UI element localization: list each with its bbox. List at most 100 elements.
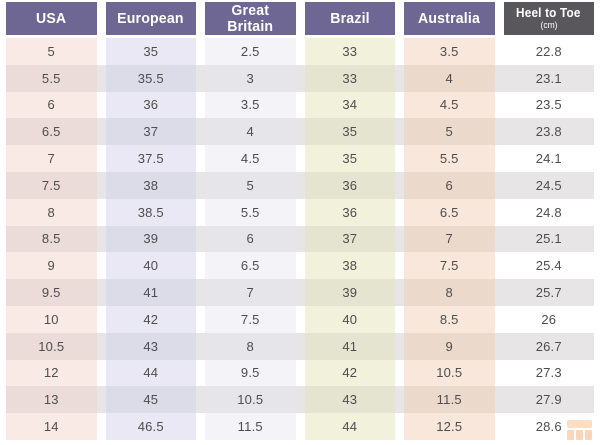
table-row: 5 35 2.5 33 3.5 22.8 <box>6 38 594 65</box>
table-cell: 25.1 <box>503 225 594 253</box>
column-header-great-britain: Great Britain <box>205 2 296 35</box>
table-cell: 10.5 <box>205 386 296 414</box>
table-row: 8.5 39 6 37 7 25.1 <box>6 225 594 253</box>
table-cell: 3.5 <box>205 91 296 119</box>
table-header-row: USA European Great Britain Brazil Austra… <box>6 2 594 35</box>
table-cell: 36 <box>304 171 395 199</box>
column-header-label: European <box>117 9 185 27</box>
table-cell: 7 <box>205 279 296 306</box>
table-cell: 8.5 <box>6 225 97 253</box>
table-cell: 9 <box>404 332 495 360</box>
table-cell: 7.5 <box>404 252 495 280</box>
table-cell: 33 <box>304 38 395 65</box>
table-row: 6 36 3.5 34 4.5 23.5 <box>6 91 594 119</box>
table-cell: 6 <box>6 91 97 119</box>
table-cell: 4 <box>404 64 495 92</box>
table-row: 6.5 37 4 35 5 23.8 <box>6 118 594 146</box>
column-header-label: Heel to Toe <box>516 5 582 20</box>
table-cell: 45 <box>105 386 196 414</box>
table-cell: 6.5 <box>6 118 97 146</box>
table-cell: 10.5 <box>404 359 495 387</box>
table-cell: 23.5 <box>503 91 594 119</box>
table-cell: 3 <box>205 64 296 92</box>
table-cell: 13 <box>6 386 97 414</box>
table-row: 10 42 7.5 40 8.5 26 <box>6 305 594 333</box>
table-cell: 12 <box>6 359 97 387</box>
table-cell: 38 <box>105 171 196 199</box>
table-cell: 35 <box>105 38 196 65</box>
table-cell: 39 <box>105 225 196 253</box>
column-header-australia: Australia <box>404 2 495 35</box>
column-header-brazil: Brazil <box>304 2 395 35</box>
table-cell: 14 <box>6 413 97 440</box>
column-header-usa: USA <box>6 2 97 35</box>
table-cell: 26 <box>503 305 594 333</box>
table-row: 12 44 9.5 42 10.5 27.3 <box>6 359 594 387</box>
table-cell: 39 <box>304 279 395 306</box>
table-row: 13 45 10.5 43 11.5 27.9 <box>6 386 594 414</box>
table-cell: 9.5 <box>6 279 97 306</box>
table-cell: 36 <box>105 91 196 119</box>
table-cell: 23.1 <box>503 64 594 92</box>
table-cell: 37 <box>105 118 196 146</box>
table-cell: 42 <box>304 359 395 387</box>
table-cell: 5.5 <box>205 198 296 226</box>
table-row: 10.5 43 8 41 9 26.7 <box>6 332 594 360</box>
table-cell: 34 <box>304 91 395 119</box>
table-cell: 37 <box>304 225 395 253</box>
table-cell: 7 <box>404 225 495 253</box>
table-cell: 40 <box>105 252 196 280</box>
table-cell: 11.5 <box>205 413 296 440</box>
table-cell: 8 <box>6 198 97 226</box>
table-cell: 7.5 <box>6 171 97 199</box>
table-cell: 4 <box>205 118 296 146</box>
table-cell: 37.5 <box>105 145 196 172</box>
table-cell: 38.5 <box>105 198 196 226</box>
table-cell: 6.5 <box>404 198 495 226</box>
table-cell: 5.5 <box>6 64 97 92</box>
table-cell: 6 <box>404 171 495 199</box>
table-row: 9.5 41 7 39 8 25.7 <box>6 279 594 306</box>
table-body: 5 35 2.5 33 3.5 22.8 5.5 35.5 3 33 4 23.1 6 36 3.5 34 4.… <box>6 38 594 440</box>
table-cell: 26.7 <box>503 332 594 360</box>
table-cell: 44 <box>304 413 395 440</box>
table-cell: 36 <box>304 198 395 226</box>
table-cell: 24.8 <box>503 198 594 226</box>
table-cell: 38 <box>304 252 395 280</box>
table-cell: 35 <box>304 118 395 146</box>
table-cell: 46.5 <box>105 413 196 440</box>
table-cell: 3.5 <box>404 38 495 65</box>
table-cell: 9 <box>6 252 97 280</box>
table-cell: 28.6 <box>503 413 594 440</box>
table-cell: 43 <box>304 386 395 414</box>
column-header-european: European <box>105 2 196 35</box>
column-header-label: Great Britain <box>227 1 274 35</box>
table-cell: 6.5 <box>205 252 296 280</box>
table-cell: 41 <box>105 279 196 306</box>
table-cell: 27.3 <box>503 359 594 387</box>
table-cell: 24.1 <box>503 145 594 172</box>
table-cell: 42 <box>105 305 196 333</box>
column-header-label: USA <box>36 9 67 27</box>
table-cell: 5 <box>6 38 97 65</box>
table-cell: 33 <box>304 64 395 92</box>
table-cell: 35.5 <box>105 64 196 92</box>
table-cell: 25.4 <box>503 252 594 280</box>
table-row: 9 40 6.5 38 7.5 25.4 <box>6 252 594 280</box>
table-cell: 8.5 <box>404 305 495 333</box>
column-header-label: Australia <box>418 9 481 27</box>
table-cell: 10 <box>6 305 97 333</box>
table-cell: 41 <box>304 332 395 360</box>
table-cell: 9.5 <box>205 359 296 387</box>
table-row: 8 38.5 5.5 36 6.5 24.8 <box>6 198 594 226</box>
table-row: 5.5 35.5 3 33 4 23.1 <box>6 64 594 92</box>
column-header-heel-to-toe: Heel to Toe (cm) <box>503 2 594 35</box>
table-cell: 7.5 <box>205 305 296 333</box>
table-cell: 4.5 <box>404 91 495 119</box>
table-cell: 12.5 <box>404 413 495 440</box>
table-cell: 10.5 <box>6 332 97 360</box>
table-cell: 4.5 <box>205 145 296 172</box>
table-cell: 5 <box>404 118 495 146</box>
table-row: 7.5 38 5 36 6 24.5 <box>6 171 594 199</box>
